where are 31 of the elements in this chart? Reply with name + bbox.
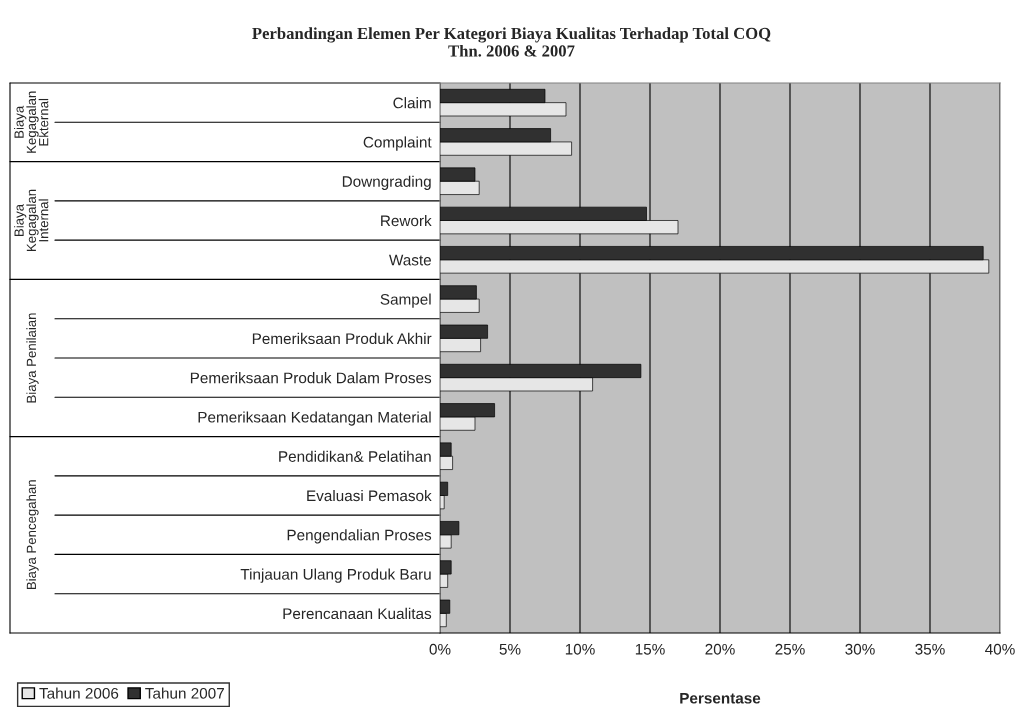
y-tick-label: Pendidikan& Pelatihan — [279, 450, 431, 462]
text: Biaya Penilaian — [26, 313, 39, 403]
x-axis-title: Persentase — [680, 692, 761, 704]
x-tick-label: 25% — [775, 643, 805, 655]
y-tick-label: Pemeriksaan Produk Dalam Proses — [190, 372, 432, 384]
y-tick-label: Rework — [381, 214, 432, 227]
y-tick-label: Evaluasi Pemasok — [307, 489, 432, 502]
y-tick-label: Sampel — [380, 293, 431, 308]
y-tick-label: Complaint — [363, 136, 432, 151]
chart-title: Perbandingan Elemen Per Kategori Biaya Kualitas Terhadap Total COQ Thn. 2006 & 2007 — [252, 27, 771, 57]
text: Biaya Kegagalan Internal — [14, 189, 49, 251]
legend-label: Tahun 2006 — [39, 687, 119, 699]
x-tick-label: 30% — [845, 643, 875, 655]
y-tick-label: Downgrading — [342, 175, 431, 190]
text: Biaya Kegagalan Ekternal — [14, 91, 49, 153]
x-tick-label: 15% — [635, 643, 665, 655]
x-tick-label: 20% — [705, 643, 735, 655]
text: Biaya Pencegahan — [26, 480, 39, 590]
x-tick-label: 40% — [985, 643, 1015, 655]
x-tick-label: 35% — [915, 643, 945, 655]
y-tick-label: Claim — [393, 97, 431, 109]
y-tick-label: Pemeriksaan Kedatangan Material — [198, 411, 431, 426]
x-tick-label: 0% — [429, 643, 451, 655]
y-tick-label: Pengendalian Proses — [287, 529, 432, 544]
y-tick-label: Tinjauan Ulang Produk Baru — [240, 568, 431, 583]
y-tick-label: Pemeriksaan Produk Akhir — [252, 332, 432, 345]
y-tick-label: Waste — [389, 254, 431, 266]
legend-label: Tahun 2007 — [145, 687, 224, 699]
x-tick-label: 5% — [499, 643, 521, 655]
y-tick-label: Perencanaan Kualitas — [283, 607, 432, 620]
x-tick-label: 10% — [565, 643, 595, 655]
